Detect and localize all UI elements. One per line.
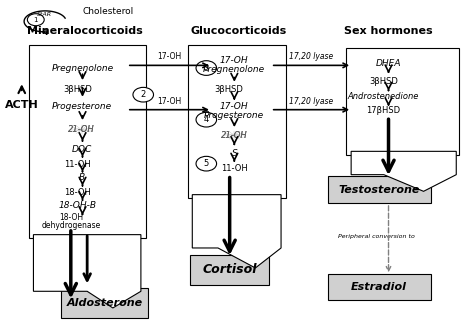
Text: 11-OH: 11-OH bbox=[221, 164, 248, 172]
Text: Progesterone: Progesterone bbox=[52, 102, 111, 111]
Text: 17,20 lyase: 17,20 lyase bbox=[289, 52, 334, 61]
Polygon shape bbox=[34, 235, 141, 308]
Text: 3βHSD: 3βHSD bbox=[369, 77, 398, 86]
Text: 17-OH: 17-OH bbox=[220, 56, 249, 65]
Text: Peripheral conversion to: Peripheral conversion to bbox=[338, 234, 415, 239]
Text: S: S bbox=[231, 149, 237, 158]
Text: 17βHSD: 17βHSD bbox=[366, 106, 400, 115]
Polygon shape bbox=[351, 151, 456, 191]
Text: 18-OH-B: 18-OH-B bbox=[59, 201, 97, 210]
Text: ACTH: ACTH bbox=[5, 100, 39, 110]
Text: DOC: DOC bbox=[72, 145, 91, 154]
Text: 21-OH: 21-OH bbox=[68, 125, 95, 134]
Text: 21-OH: 21-OH bbox=[221, 131, 247, 140]
Text: Testosterone: Testosterone bbox=[338, 185, 420, 195]
Text: dehydrogenase: dehydrogenase bbox=[41, 221, 100, 230]
Text: Aldosterone: Aldosterone bbox=[67, 298, 143, 308]
Text: 18-OH: 18-OH bbox=[59, 213, 83, 222]
Text: 17,20 lyase: 17,20 lyase bbox=[289, 97, 334, 106]
Text: 2: 2 bbox=[141, 90, 146, 99]
Text: 17-OH: 17-OH bbox=[157, 97, 181, 106]
Text: 11-OH: 11-OH bbox=[64, 160, 91, 168]
FancyBboxPatch shape bbox=[29, 45, 146, 238]
Text: DHEA: DHEA bbox=[376, 58, 401, 68]
Text: 21-OH: 21-OH bbox=[221, 131, 247, 140]
Text: 3βHSD: 3βHSD bbox=[64, 85, 92, 94]
FancyBboxPatch shape bbox=[188, 45, 286, 198]
Text: 21-OH: 21-OH bbox=[68, 125, 95, 134]
Text: Pregnenolone: Pregnenolone bbox=[52, 64, 114, 73]
Text: Androstenedione: Androstenedione bbox=[347, 92, 419, 101]
Text: 18-OH: 18-OH bbox=[64, 188, 91, 197]
Text: Cholesterol: Cholesterol bbox=[82, 7, 134, 16]
Circle shape bbox=[196, 61, 217, 75]
Circle shape bbox=[133, 87, 154, 102]
Text: 3βHSD: 3βHSD bbox=[214, 85, 243, 94]
Text: B: B bbox=[79, 173, 85, 182]
Text: Cortisol: Cortisol bbox=[202, 263, 257, 276]
Text: 17-OH: 17-OH bbox=[220, 102, 249, 111]
FancyBboxPatch shape bbox=[328, 274, 430, 300]
Text: Mineralocorticoids: Mineralocorticoids bbox=[27, 27, 143, 36]
FancyBboxPatch shape bbox=[346, 48, 458, 155]
Text: StAR: StAR bbox=[36, 12, 52, 17]
Text: Estradiol: Estradiol bbox=[351, 282, 407, 292]
Text: Progesterone: Progesterone bbox=[203, 111, 264, 120]
Circle shape bbox=[196, 112, 217, 127]
FancyBboxPatch shape bbox=[328, 176, 430, 203]
Text: 1: 1 bbox=[34, 17, 38, 23]
Text: Glucocorticoids: Glucocorticoids bbox=[191, 27, 287, 36]
Text: 4: 4 bbox=[204, 115, 209, 124]
Text: Pregnenolone: Pregnenolone bbox=[202, 65, 264, 74]
FancyBboxPatch shape bbox=[62, 288, 148, 318]
Text: 17-OH: 17-OH bbox=[157, 52, 181, 61]
Circle shape bbox=[196, 156, 217, 171]
Text: Sex hormones: Sex hormones bbox=[344, 27, 433, 36]
Polygon shape bbox=[192, 195, 281, 268]
Text: 5: 5 bbox=[204, 159, 209, 168]
Text: 3: 3 bbox=[204, 64, 209, 73]
FancyBboxPatch shape bbox=[190, 255, 269, 285]
